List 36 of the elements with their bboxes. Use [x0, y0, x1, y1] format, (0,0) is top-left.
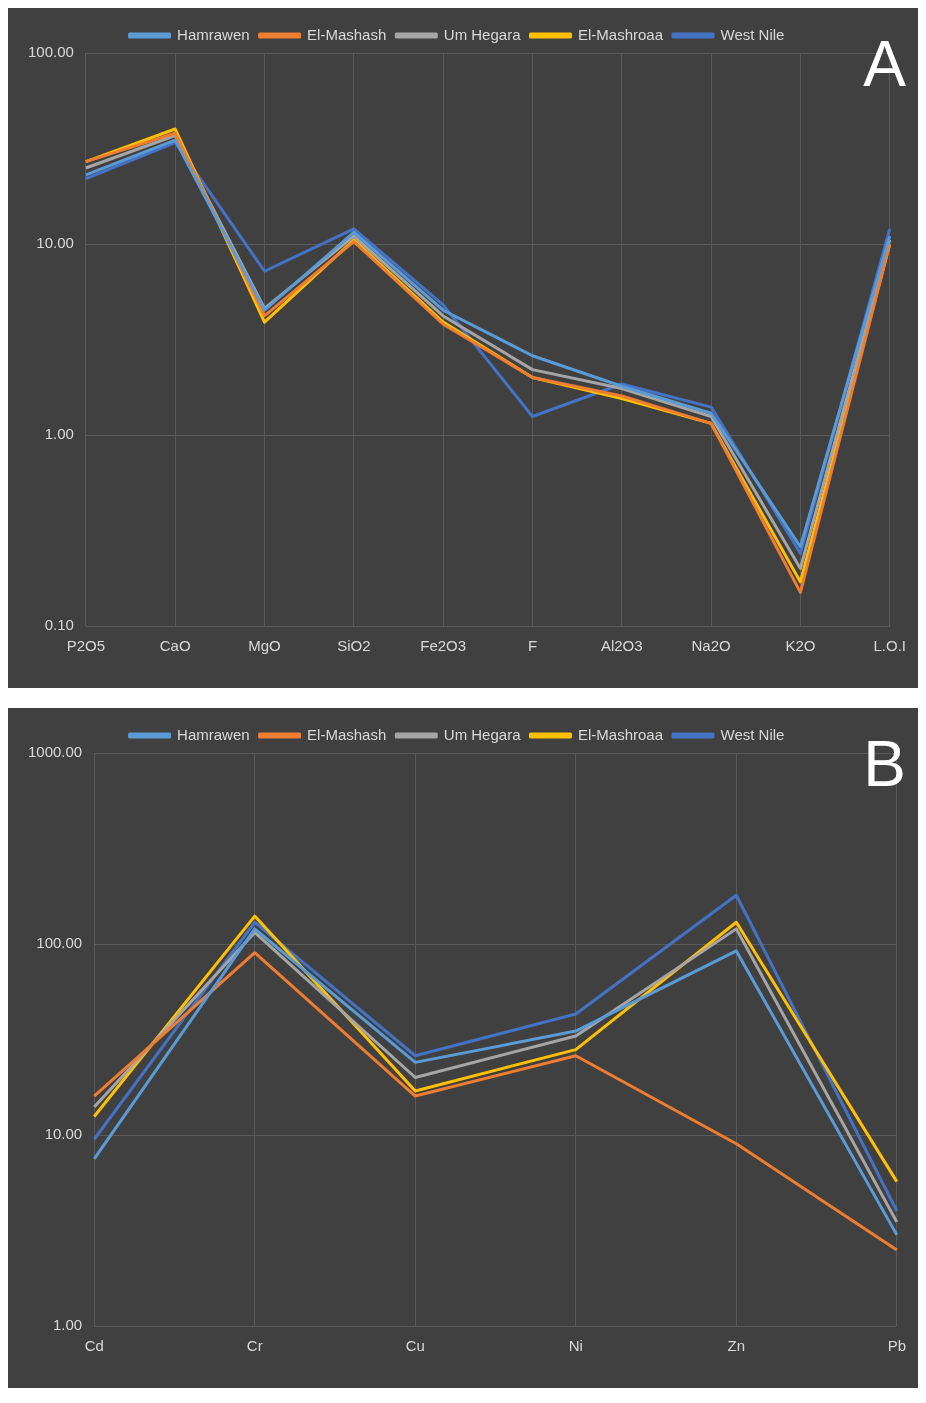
legend-label: El-Mashroaa — [577, 25, 664, 43]
legend-label: El-Mashash — [307, 725, 387, 743]
annotation: B — [863, 727, 906, 800]
x-tick-label: Fe2O3 — [420, 637, 467, 655]
legend-label: Hamrawen — [177, 25, 250, 43]
y-tick-label: 10.00 — [36, 234, 74, 252]
x-tick-label: Ni — [568, 1337, 583, 1355]
y-tick-label: 100.00 — [36, 934, 83, 952]
x-tick-label: Cu — [405, 1337, 425, 1355]
x-tick-label: K2O — [785, 637, 816, 655]
x-tick-label: L.O.I — [873, 637, 906, 655]
legend-label: El-Mashash — [307, 25, 387, 43]
annotation: A — [863, 27, 907, 100]
legend-label: Um Hegara — [443, 725, 522, 743]
x-tick-label: P2O5 — [66, 637, 106, 655]
x-tick-label: F — [527, 637, 538, 655]
y-tick-label: 1.00 — [53, 1316, 83, 1334]
legend-label: West Nile — [720, 725, 785, 743]
y-tick-label: 0.10 — [44, 616, 74, 634]
y-tick-label: 10.00 — [44, 1125, 83, 1143]
x-tick-label: Al2O3 — [600, 637, 643, 655]
legend-label: Um Hegara — [443, 25, 522, 43]
legend-label: Hamrawen — [177, 725, 250, 743]
x-tick-label: Pb — [887, 1337, 907, 1355]
x-tick-label: CaO — [159, 637, 191, 655]
y-tick-label: 1000.00 — [27, 743, 83, 761]
x-tick-label: Na2O — [691, 637, 731, 655]
x-tick-label: Zn — [727, 1337, 746, 1355]
y-tick-label: 100.00 — [27, 43, 74, 61]
x-tick-label: SiO2 — [337, 637, 371, 655]
x-tick-label: Cd — [84, 1337, 104, 1355]
legend-label: El-Mashroaa — [577, 725, 664, 743]
legend-label: West Nile — [720, 25, 785, 43]
y-tick-label: 1.00 — [44, 425, 74, 443]
x-tick-label: Cr — [246, 1337, 263, 1355]
x-tick-label: MgO — [248, 637, 281, 655]
